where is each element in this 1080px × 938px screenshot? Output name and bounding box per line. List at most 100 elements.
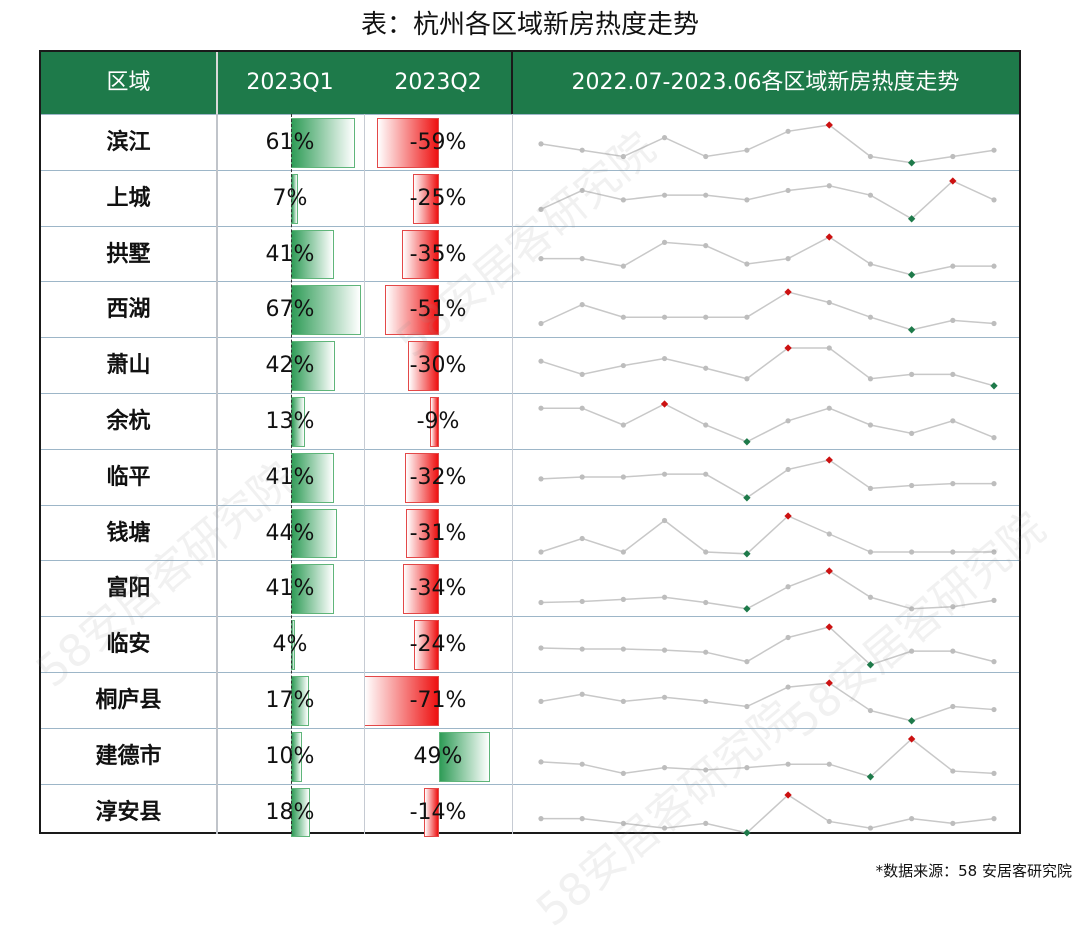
data-source-note: *数据来源：58 安居客研究院: [875, 862, 1072, 880]
sparkline-point: [826, 530, 832, 537]
sparkline-point: [579, 405, 585, 411]
sparkline-point: [620, 770, 626, 776]
sparkline-max-marker: [660, 400, 669, 408]
sparkline-point: [703, 365, 709, 372]
column-divider: [364, 114, 365, 834]
table-header: 区域 2023Q1 2023Q2 2022.07-2023.06各区域新房热度走…: [41, 52, 1019, 114]
sparkline-point: [867, 192, 874, 198]
sparkline-point: [867, 422, 874, 428]
sparkline-point: [538, 815, 544, 821]
sparkline-point: [867, 707, 874, 714]
district-name: 桐庐县: [95, 688, 162, 713]
q1-bar: [291, 118, 356, 168]
sparkline-point: [950, 480, 956, 487]
q2-bar: [385, 285, 439, 336]
sparkline-point: [579, 371, 585, 378]
sparkline-path: [540, 124, 995, 164]
sparkline-point: [909, 371, 915, 378]
sparkline-point: [579, 691, 585, 697]
sparkline-path: [541, 403, 995, 443]
sparkline-point: [950, 371, 956, 378]
sparkline-point: [538, 321, 544, 327]
sparkline-point: [867, 314, 874, 321]
district-name: 淳安县: [95, 799, 162, 825]
q2-value: -34%: [409, 576, 467, 602]
sparkline-point: [991, 770, 997, 776]
sparkline-point: [620, 197, 626, 203]
q1-bar: [291, 452, 335, 503]
sparkline-point: [867, 153, 874, 160]
sparkline-point: [744, 147, 750, 153]
q2-value: -14%: [409, 799, 467, 825]
sparkline-point: [950, 820, 956, 826]
sparkline-point: [785, 466, 791, 472]
sparkline-point: [538, 405, 544, 411]
sparkline-path: [541, 793, 995, 834]
sparkline-path: [540, 291, 995, 331]
sparkline-point: [909, 548, 915, 555]
sparkline-min-marker: [907, 717, 916, 725]
sparkline-point: [826, 300, 832, 306]
sparkline-point: [867, 548, 874, 555]
sparkline-point: [661, 192, 668, 198]
sparkline: [538, 121, 997, 167]
sparkline-min-marker: [743, 438, 751, 446]
sparkline-point: [950, 318, 956, 324]
sparkline-point: [991, 263, 997, 269]
q2-bar: [402, 229, 439, 280]
sparkline: [538, 623, 997, 669]
q1-value: 41%: [265, 241, 315, 267]
sparkline-point: [538, 141, 544, 147]
sparkline-point: [703, 422, 709, 428]
column-divider: [216, 114, 218, 834]
q1-value: 42%: [265, 353, 315, 379]
sparkline-point: [661, 517, 668, 523]
q2-value: -24%: [409, 632, 467, 658]
q1-value: 4%: [272, 632, 308, 658]
district-name: 临平: [106, 464, 151, 490]
sparkline: [538, 177, 997, 223]
sparkline-point: [785, 128, 791, 134]
sparkline-path: [540, 179, 995, 220]
sparkline-point: [538, 600, 544, 606]
sparkline-path: [540, 737, 995, 778]
header-trend: 2022.07-2023.06各区域新房热度走势: [571, 70, 960, 95]
q1-value: 7%: [272, 185, 308, 211]
sparkline-point: [579, 147, 585, 153]
sparkline-point: [785, 255, 791, 261]
sparkline-min-marker: [866, 661, 875, 669]
sparkline-point: [620, 422, 626, 428]
sparkline-point: [991, 706, 997, 713]
sparkline-point: [620, 548, 626, 555]
q2-bar: [429, 397, 439, 447]
sparkline-point: [538, 358, 544, 364]
sparkline-point: [826, 405, 832, 411]
sparkline-point: [661, 694, 668, 700]
header-divider: [216, 52, 218, 114]
sparkline-max-marker: [784, 288, 792, 297]
sparkline-min-marker: [907, 159, 916, 167]
sparkline-max-marker: [784, 344, 792, 352]
q1-bar: [291, 508, 338, 559]
sparkline: [538, 400, 997, 446]
sparkline-path: [541, 235, 994, 276]
sparkline-point: [744, 659, 750, 665]
sparkline-point: [703, 548, 709, 555]
sparkline-point: [785, 684, 791, 690]
sparkline-point: [579, 646, 585, 652]
sparkline-point: [867, 825, 874, 831]
q1-value: 17%: [265, 688, 315, 713]
q2-bar: [377, 118, 439, 168]
sparkline-point: [826, 345, 832, 351]
sparkline-point: [620, 474, 626, 480]
sparkline-path: [540, 682, 995, 722]
table-row: 滨江 61% -59%: [41, 114, 1019, 170]
sparkline-min-marker: [743, 549, 751, 558]
sparkline: [538, 344, 998, 390]
sparkline-point: [950, 263, 956, 269]
sparkline-point: [744, 764, 750, 771]
sparkline-point: [703, 471, 709, 477]
district-name: 上城: [106, 185, 151, 211]
district-name: 西湖: [106, 297, 151, 323]
q1-value: 13%: [265, 409, 315, 434]
